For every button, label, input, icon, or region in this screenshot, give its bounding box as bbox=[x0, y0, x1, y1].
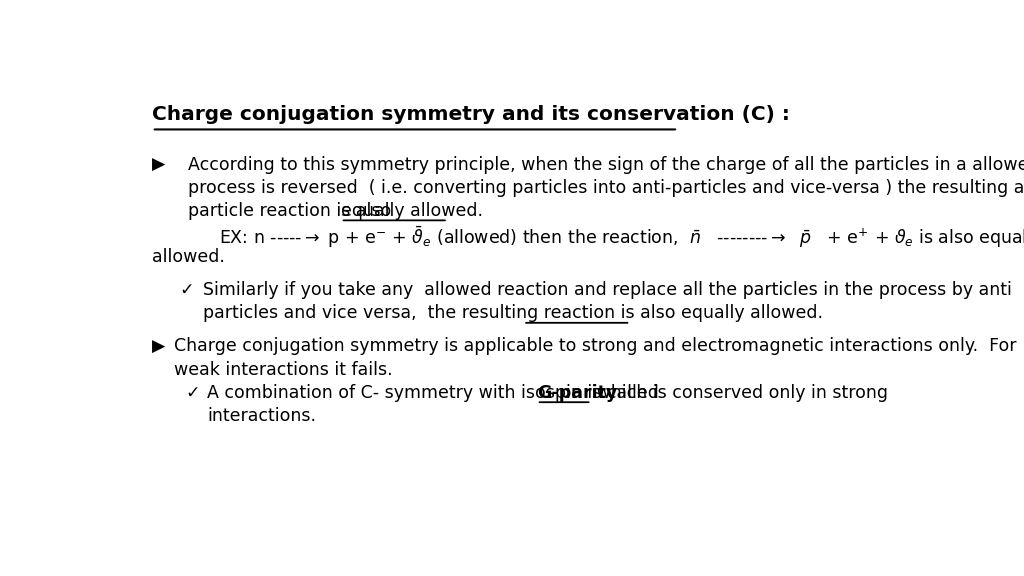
Text: interactions.: interactions. bbox=[207, 407, 316, 425]
Text: A combination of C- symmetry with isospin is called: A combination of C- symmetry with isospi… bbox=[207, 384, 665, 401]
Text: According to this symmetry principle, when the sign of the charge of all the par: According to this symmetry principle, wh… bbox=[187, 156, 1024, 173]
Text: Similarly if you take any  allowed reaction and replace all the particles in the: Similarly if you take any allowed reacti… bbox=[204, 281, 1013, 299]
Text: particles and vice versa,  the resulting reaction is also equally allowed.: particles and vice versa, the resulting … bbox=[204, 304, 823, 322]
Text: Charge conjugation symmetry and its conservation (C) :: Charge conjugation symmetry and its cons… bbox=[152, 105, 790, 124]
Text: particle reaction is also: particle reaction is also bbox=[187, 202, 401, 219]
Text: EX: n -----$\rightarrow$ p + e$^{-}$ + $\bar{\vartheta}_{e}$ (allowed) then the : EX: n -----$\rightarrow$ p + e$^{-}$ + $… bbox=[219, 225, 1024, 251]
Text: allowed.: allowed. bbox=[152, 248, 224, 266]
Text: ▶: ▶ bbox=[152, 156, 165, 173]
Text: ✓: ✓ bbox=[179, 281, 195, 299]
Text: ✓: ✓ bbox=[185, 384, 200, 401]
Text: weak interactions it fails.: weak interactions it fails. bbox=[174, 361, 392, 378]
Text: which is conserved only in strong: which is conserved only in strong bbox=[592, 384, 889, 401]
Text: equally allowed.: equally allowed. bbox=[341, 202, 482, 219]
Text: Charge conjugation symmetry is applicable to strong and electromagnetic interact: Charge conjugation symmetry is applicabl… bbox=[174, 338, 1017, 355]
Text: ▶: ▶ bbox=[152, 338, 165, 355]
Text: process is reversed  ( i.e. converting particles into anti-particles and vice-ve: process is reversed ( i.e. converting pa… bbox=[187, 179, 1024, 196]
Text: G-parity: G-parity bbox=[537, 384, 616, 401]
